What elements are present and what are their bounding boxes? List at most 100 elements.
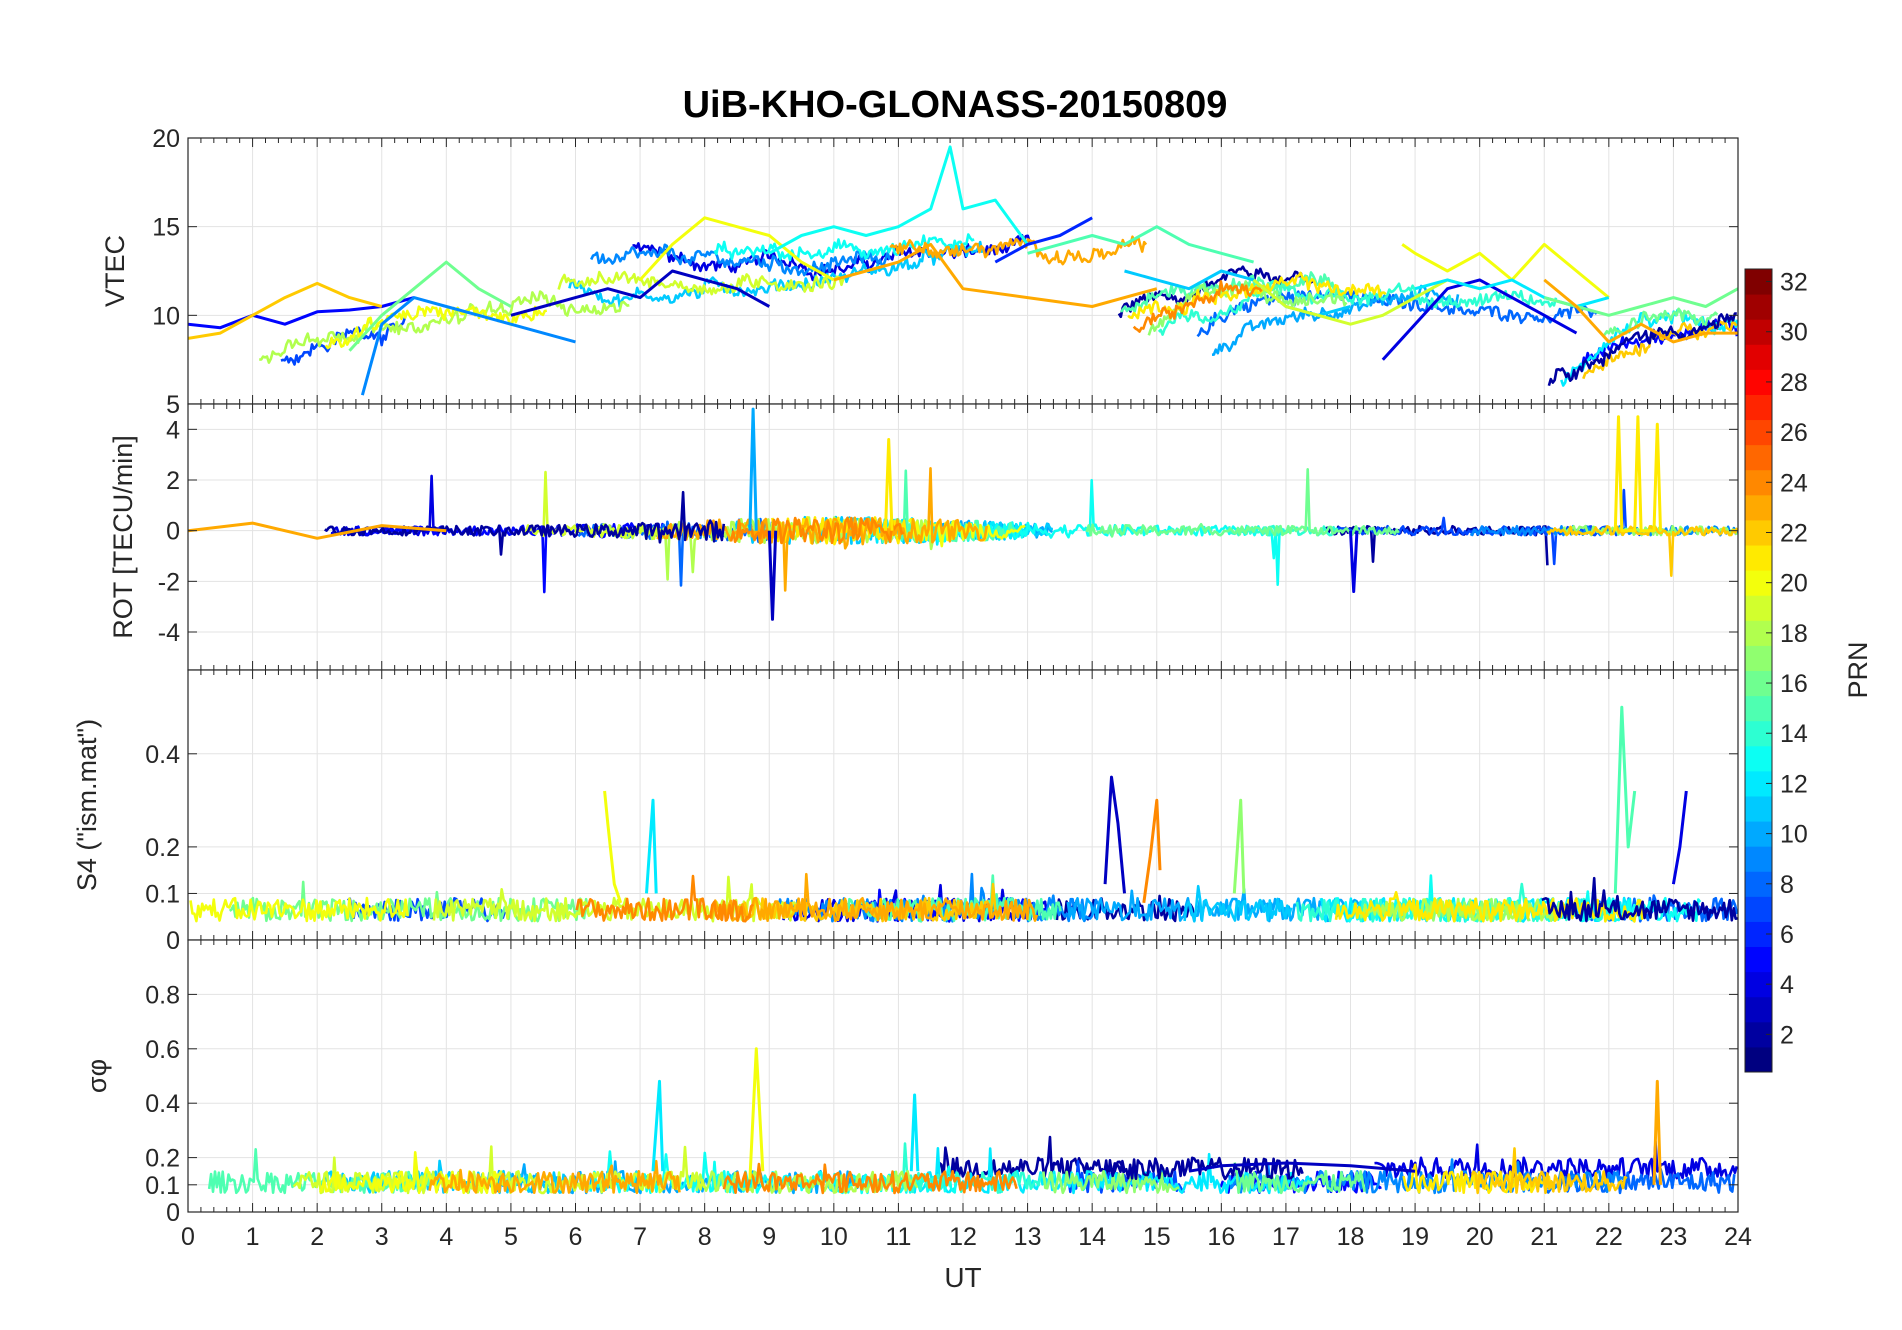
colorbar-tick-label: 14 bbox=[1780, 720, 1808, 748]
colorbar-tick-label: 30 bbox=[1780, 319, 1808, 347]
colorbar-band bbox=[1745, 946, 1772, 973]
noise-trace bbox=[722, 1162, 1018, 1195]
series-lines bbox=[603, 705, 1688, 904]
noise-traces bbox=[207, 1135, 1738, 1195]
noise-traces bbox=[189, 872, 1738, 923]
y-tick-label: 20 bbox=[152, 125, 180, 153]
series-line-prn-20 bbox=[748, 1047, 765, 1180]
noise-trace bbox=[1085, 467, 1400, 538]
y-tick-label: 4 bbox=[166, 416, 180, 444]
colorbar-tick-label: 4 bbox=[1780, 971, 1794, 999]
series-line-prn-3 bbox=[510, 269, 771, 317]
noise-trace bbox=[729, 516, 905, 545]
x-tick-label: 11 bbox=[885, 1223, 911, 1251]
x-tick-label: 13 bbox=[1014, 1223, 1042, 1251]
noise-trace bbox=[934, 1135, 1127, 1181]
noise-trace bbox=[1042, 1170, 1180, 1195]
colorbar-tick-label: 12 bbox=[1780, 770, 1808, 798]
x-tick-label: 15 bbox=[1143, 1223, 1171, 1251]
noise-trace bbox=[189, 896, 409, 923]
series-line-prn-3 bbox=[1103, 775, 1126, 894]
noise-trace bbox=[590, 243, 891, 277]
x-tick-label: 7 bbox=[633, 1223, 647, 1251]
y-tick-label: 0 bbox=[166, 518, 180, 546]
noise-trace bbox=[1332, 488, 1643, 566]
noise-trace bbox=[575, 874, 754, 923]
series-line-prn-23 bbox=[1543, 278, 1738, 344]
colorbar-band bbox=[1745, 545, 1772, 571]
colorbar-band bbox=[1745, 695, 1772, 722]
x-tick-label: 2 bbox=[310, 1223, 324, 1251]
y-axis-label: ROT [TECU/min] bbox=[108, 435, 138, 639]
colorbar-label: PRN bbox=[1843, 641, 1873, 698]
series-line-prn-10 bbox=[748, 407, 758, 531]
x-tick-label: 1 bbox=[246, 1223, 260, 1251]
noise-trace bbox=[1183, 884, 1293, 923]
series-line-prn-4 bbox=[1381, 278, 1578, 361]
x-ticks bbox=[187, 940, 1739, 1212]
x-tick-label: 14 bbox=[1078, 1223, 1106, 1251]
y-tick-label: 0.4 bbox=[145, 1090, 180, 1118]
y-axis-label: S4 ("ism.mat") bbox=[72, 719, 102, 891]
series-line-prn-20 bbox=[1401, 242, 1610, 299]
x-tick-label: 18 bbox=[1337, 1223, 1365, 1251]
chart-title: UiB-KHO-GLONASS-20150809 bbox=[683, 84, 1228, 126]
series-line-prn-17 bbox=[1232, 798, 1246, 894]
colorbar-band bbox=[1745, 344, 1772, 370]
x-tick-label: 23 bbox=[1660, 1223, 1688, 1251]
series-line-prn-23 bbox=[1652, 1079, 1662, 1185]
colorbar-tick-label: 6 bbox=[1780, 921, 1794, 949]
series-lines bbox=[188, 145, 1738, 396]
series-line-prn-15 bbox=[1613, 705, 1637, 894]
x-tick-label: 20 bbox=[1466, 1223, 1494, 1251]
colorbar-tick-label: 10 bbox=[1780, 821, 1808, 849]
colorbar-band bbox=[1745, 996, 1772, 1023]
y-tick-label: 0.1 bbox=[145, 880, 180, 908]
y-tick-label: -4 bbox=[158, 619, 180, 647]
x-tick-label: 9 bbox=[762, 1223, 776, 1251]
series-line-prn-23 bbox=[188, 521, 447, 540]
panel-rot: -4 -2 0 2 4 ROT [TECU/min] bbox=[108, 403, 1739, 671]
y-tick-label: 10 bbox=[152, 302, 180, 330]
y-axis-label: VTEC bbox=[100, 235, 130, 307]
colorbar-tick-label: 2 bbox=[1780, 1021, 1794, 1049]
colorbar-tick-label: 8 bbox=[1780, 871, 1794, 899]
noise-trace bbox=[1233, 1162, 1366, 1195]
x-tick-label: 17 bbox=[1272, 1223, 1300, 1251]
series-line-prn-5 bbox=[188, 296, 415, 330]
series-line-prn-4 bbox=[1349, 530, 1359, 593]
noise-trace bbox=[889, 235, 1148, 266]
colorbar-band bbox=[1745, 494, 1772, 521]
series-line-prn-12 bbox=[651, 1079, 665, 1172]
panel-vtec: 5 10 15 20 VTEC bbox=[100, 125, 1739, 419]
colorbar-tick-label: 26 bbox=[1780, 419, 1808, 447]
y-tick-label: 0 bbox=[166, 1199, 180, 1227]
series-line-prn-20 bbox=[603, 790, 623, 904]
noise-trace bbox=[324, 490, 726, 556]
y-tick-label: 0.8 bbox=[145, 981, 180, 1009]
y-axis-label: σφ bbox=[82, 1059, 112, 1093]
y-tick-label: 0.1 bbox=[145, 1172, 180, 1200]
noise-trace bbox=[710, 872, 1039, 923]
series-line-prn-9 bbox=[360, 296, 576, 396]
x-tick-label: 22 bbox=[1595, 1223, 1623, 1251]
colorbar-tick-label: 16 bbox=[1780, 670, 1808, 698]
series-line-prn-16 bbox=[348, 260, 512, 352]
colorbar-tick-label: 20 bbox=[1780, 570, 1808, 598]
series-lines bbox=[651, 1047, 1662, 1185]
series-line-prn-20 bbox=[638, 216, 835, 282]
noise-traces bbox=[324, 466, 1738, 594]
colorbar-band bbox=[1745, 1046, 1772, 1073]
colorbar-band bbox=[1745, 294, 1772, 320]
colorbar-band bbox=[1745, 795, 1772, 822]
panel-s4: 0 0.1 0.2 0.4 S4 ("ism.mat") bbox=[72, 669, 1739, 955]
series-line-prn-21 bbox=[1613, 415, 1662, 533]
x-tick-label: 3 bbox=[375, 1223, 389, 1251]
noise-trace bbox=[557, 270, 845, 296]
colorbar-tick-label: 24 bbox=[1780, 469, 1808, 497]
series-line-prn-13 bbox=[768, 145, 1029, 255]
noise-trace bbox=[1547, 312, 1737, 387]
y-tick-label: 0.4 bbox=[145, 741, 180, 769]
series-line-prn-3 bbox=[767, 530, 778, 621]
